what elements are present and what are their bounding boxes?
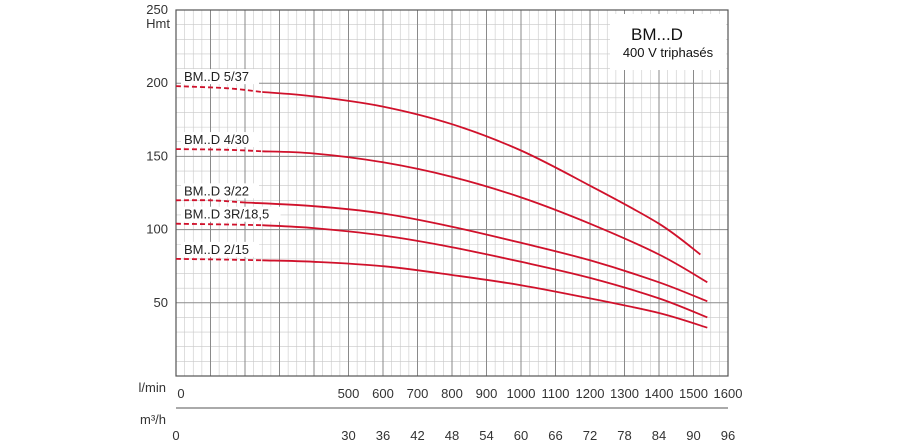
series-2-label-bg [181, 132, 259, 148]
x-tick-label: 1000 [507, 386, 536, 401]
y-tick-label: 150 [146, 148, 168, 163]
x2-tick-label: 66 [548, 428, 562, 443]
series-labels: BM..D 5/37 BM..D 4/30 BM..D 3/22 BM..D 3R/1… [181, 69, 281, 257]
series-5-dashed-line [175, 258, 263, 262]
y-tick-label: 100 [146, 222, 168, 237]
x2-tick-label: 72 [583, 428, 597, 443]
series-2-label: BM..D 4/30 [184, 132, 249, 147]
series-4-dashed-line [175, 222, 263, 227]
y-tick-labels: 250 200 150 100 50 [146, 2, 168, 310]
series-5-line [262, 259, 708, 329]
x2-tick-label: 90 [686, 428, 700, 443]
plot-area [175, 9, 729, 377]
x-tick-label: 1400 [645, 386, 674, 401]
series-3-label-bg [181, 183, 259, 199]
x2-axis-label: m³/h [140, 412, 166, 427]
series-5-label-bg [181, 241, 259, 257]
x2-tick-labels: 0 30 36 42 48 54 60 66 72 78 84 90 96 [172, 428, 735, 443]
series-1-label-bg [181, 69, 259, 85]
x-tick-label: 1200 [576, 386, 605, 401]
series-1-label: BM..D 5/37 [184, 69, 249, 84]
chart-title: BM...D [631, 25, 683, 44]
x2-tick-label: 42 [410, 428, 424, 443]
x2-tick-label: 54 [479, 428, 493, 443]
x-tick-label: 700 [407, 386, 429, 401]
series-3-label: BM..D 3/22 [184, 183, 249, 198]
y-tick-label: 200 [146, 75, 168, 90]
x-tick-label: 900 [476, 386, 498, 401]
x2-tick-label: 48 [445, 428, 459, 443]
x-tick-label: 1100 [542, 386, 570, 401]
x-tick-label: 1300 [610, 386, 639, 401]
x-tick-label: 600 [372, 386, 394, 401]
series-2-line [262, 150, 708, 284]
x-tick-label: 1600 [714, 386, 743, 401]
series-2-dashed-line [175, 148, 263, 153]
series-5-label: BM..D 2/15 [184, 242, 249, 257]
x2-tick-label: 30 [341, 428, 355, 443]
series-4-label-bg [181, 206, 281, 222]
x2-tick-label: 60 [514, 428, 528, 443]
series-4-label: BM..D 3R/18,5 [184, 207, 269, 222]
curves [175, 85, 708, 329]
series-1-dashed-line [175, 85, 263, 93]
y-tick-label: 50 [154, 295, 168, 310]
chart-subtitle: 400 V triphasés [623, 45, 714, 60]
series-3-dashed-line [175, 199, 246, 204]
x2-tick-label: 36 [376, 428, 390, 443]
y-tick-label: 250 [146, 2, 168, 17]
series-3-line [244, 201, 708, 303]
x-tick-label: 800 [441, 386, 463, 401]
x-tick-label: 500 [338, 386, 360, 401]
x2-tick-label: 0 [172, 428, 179, 443]
x2-tick-label: 84 [652, 428, 666, 443]
x-tick-label: 1500 [679, 386, 708, 401]
series-4-line [262, 224, 708, 319]
x2-tick-label: 96 [721, 428, 735, 443]
x2-tick-label: 78 [617, 428, 631, 443]
series-1-line [262, 91, 701, 256]
legend-title-box: BM...D 400 V triphasés [610, 14, 726, 70]
x-axis-label: l/min [139, 380, 166, 395]
x-tick-labels: 0 500 600 700 800 900 1000 1100 1200 1300 1400 1500… [177, 386, 742, 401]
x-tick-label: 0 [177, 386, 184, 401]
y-axis-label: Hmt [146, 16, 170, 31]
